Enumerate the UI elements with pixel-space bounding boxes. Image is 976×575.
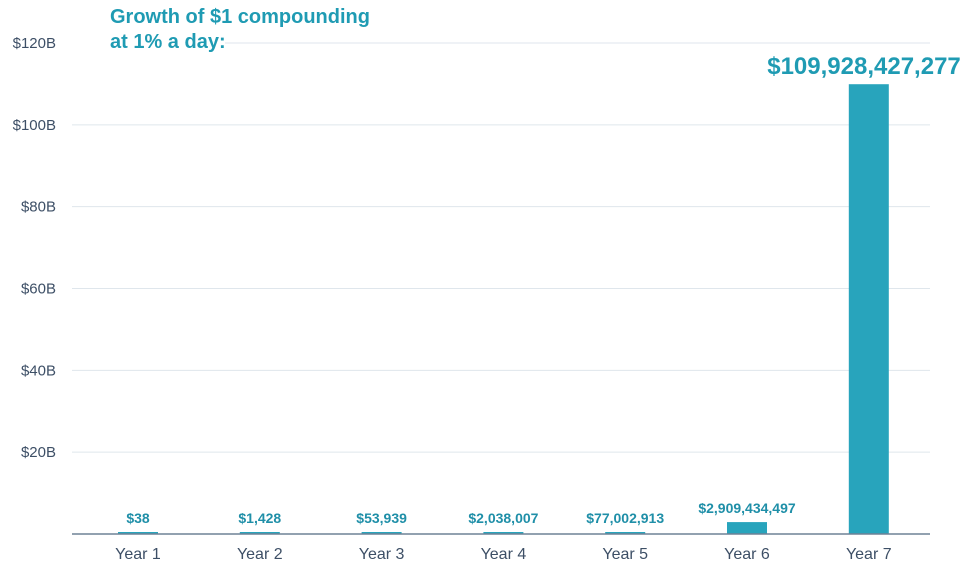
y-tick-label: $20B [21,444,56,461]
data-label: $2,909,434,497 [698,500,796,516]
x-tick-label: Year 2 [237,546,283,563]
bars [118,84,889,534]
bar-year-6 [727,522,767,534]
data-label: $53,939 [356,510,407,526]
bar-year-3 [361,532,402,534]
chart-title-line-1: Growth of $1 compounding [110,6,370,28]
data-label: $38 [126,510,150,526]
bar-year-5 [605,532,646,534]
x-tick-label: Year 1 [115,546,161,563]
bar-year-2 [239,532,280,534]
y-tick-label: $100B [13,117,56,134]
x-axis-ticks: Year 1 Year 2 Year 3 Year 4 Year 5 Year 6 Year… [115,546,892,563]
bar-year-4 [483,532,524,534]
data-labels: $38 $1,428 $53,939 $2,038,007 $77,002,913 $2,… [126,53,960,526]
y-tick-label: $40B [21,362,56,379]
x-tick-label: Year 6 [724,546,770,563]
y-axis-ticks: $20B $40B $60B $80B $100B $120B [13,35,56,461]
chart-title-line-2: at 1% a day: [110,31,226,53]
data-label: $77,002,913 [586,510,664,526]
x-tick-label: Year 7 [846,546,892,563]
y-tick-label: $120B [13,35,56,52]
x-tick-label: Year 4 [481,546,527,563]
grid-lines [72,42,930,453]
bar-year-7 [848,84,889,534]
y-tick-label: $80B [21,199,56,216]
y-tick-label: $60B [21,281,56,298]
data-label: $109,928,427,277 [767,53,961,80]
x-tick-label: Year 3 [359,546,405,563]
data-label: $2,038,007 [468,510,538,526]
data-label: $1,428 [238,510,281,526]
bar-year-1 [118,532,158,534]
x-tick-label: Year 5 [602,546,648,563]
